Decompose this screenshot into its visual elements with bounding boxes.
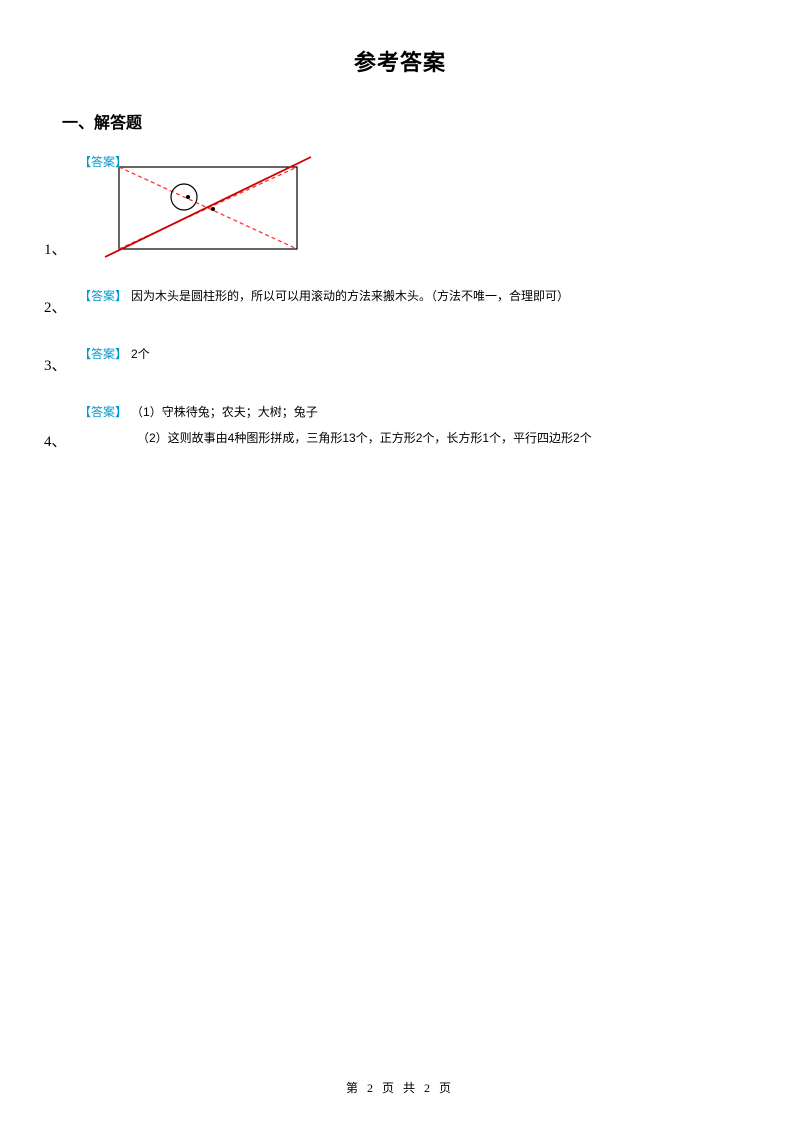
answer-label: 【答案】 [79,347,127,361]
answer-number: 3、 [44,354,67,375]
answer-text: 2个 [131,347,150,361]
answer-block-4: 【答案】 （1）守株待兔；农夫；大树；兔子 （2）这则故事由4种图形拼成，三角形… [62,397,738,451]
answer-label: 【答案】 [79,405,127,419]
page-footer: 第 2 页 共 2 页 [0,1079,800,1096]
answer-number: 4、 [44,430,67,451]
answer-label: 【答案】 [79,153,127,170]
answer-block-2: 【答案】 因为木头是圆柱形的，所以可以用滚动的方法来搬木头。（方法不唯一，合理即… [62,281,738,317]
answer-text: 因为木头是圆柱形的，所以可以用滚动的方法来搬木头。（方法不唯一，合理即可） [131,289,569,303]
answer-4-line2: （2）这则故事由4种图形拼成，三角形13个，正方形2个，长方形1个，平行四边形2… [137,427,738,450]
answer-2-content: 【答案】 因为木头是圆柱形的，所以可以用滚动的方法来搬木头。（方法不唯一，合理即… [79,281,738,311]
answer-1-content: 【答案】 [79,153,738,259]
answer-number: 2、 [44,296,67,317]
section-header: 一、解答题 [62,109,738,133]
answer-block-1: 【答案】 1、 [62,153,738,259]
answer-text: （1）守株待兔；农夫；大树；兔子 [131,405,318,419]
answer-3-content: 【答案】 2个 [79,339,738,369]
answer-block-3: 【答案】 2个 3、 [62,339,738,375]
answer-4-line1: 【答案】 （1）守株待兔；农夫；大树；兔子 [79,397,738,427]
page-title: 参考答案 [62,45,738,77]
answer-label: 【答案】 [79,289,127,303]
answer-number: 1、 [44,238,67,259]
